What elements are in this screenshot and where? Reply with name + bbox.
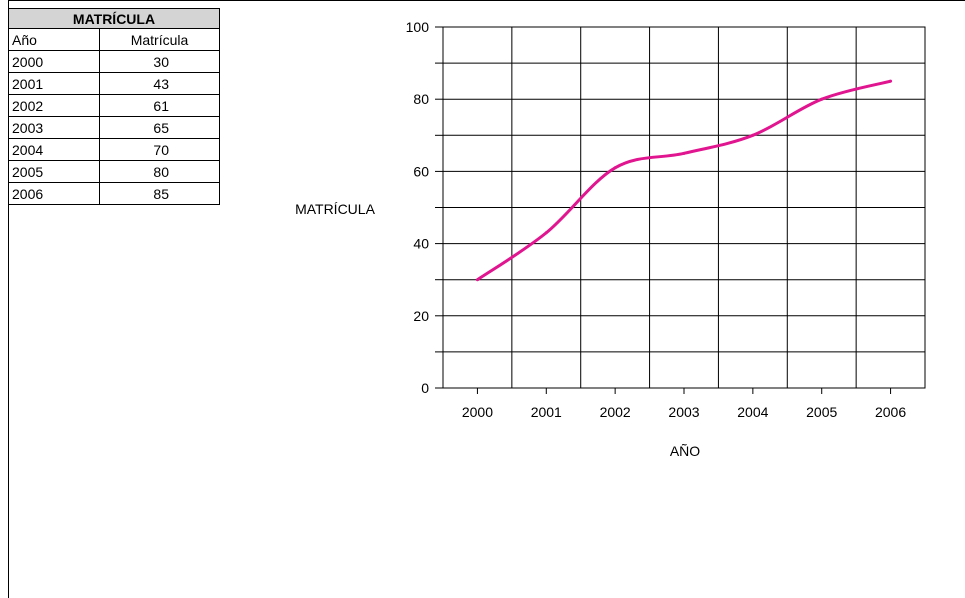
data-point (682, 151, 686, 155)
table-row: 2004 70 (8, 138, 220, 161)
data-table: MATRÍCULA Año Matrícula 2000 30 2001 43 … (8, 8, 220, 205)
table-title: MATRÍCULA (8, 8, 220, 29)
data-point (613, 166, 617, 170)
x-tick-label: 2005 (806, 404, 837, 420)
y-tick-label: 80 (413, 91, 429, 107)
data-point (820, 97, 824, 101)
y-tick-label: 0 (421, 380, 429, 396)
table-row: 2003 65 (8, 116, 220, 139)
x-tick-label: 2004 (737, 404, 768, 420)
y-tick-label: 20 (413, 308, 429, 324)
data-point (475, 278, 479, 282)
value-cell: 61 (99, 94, 220, 117)
year-cell: 2002 (8, 94, 100, 117)
chart-series (475, 79, 893, 282)
series-line (476, 79, 891, 281)
x-tick-label: 2006 (875, 404, 906, 420)
y-tick-label: 40 (413, 236, 429, 252)
x-tick-label: 2001 (531, 404, 562, 420)
y-axis-label: MATRÍCULA (295, 201, 376, 217)
x-tick-label: 2002 (600, 404, 631, 420)
data-point (751, 133, 755, 137)
chart-grid (442, 26, 926, 389)
x-tick-label: 2000 (462, 404, 493, 420)
value-cell: 65 (99, 116, 220, 139)
table-row: 2001 43 (8, 72, 220, 95)
x-tick-label: 2003 (668, 404, 699, 420)
y-tick-label: 100 (406, 19, 430, 35)
year-cell: 2006 (8, 182, 100, 205)
year-cell: 2000 (8, 50, 100, 73)
y-tick-label: 60 (413, 163, 429, 179)
data-point (889, 79, 893, 83)
x-axis-label: AÑO (670, 443, 700, 459)
year-cell: 2004 (8, 138, 100, 161)
table-row: 2005 80 (8, 160, 220, 183)
table-row: 2006 85 (8, 182, 220, 205)
data-point (544, 231, 548, 235)
value-cell: 85 (99, 182, 220, 205)
page-frame (8, 0, 965, 598)
chart-axes: 0 20 40 60 80 100 2000 2001 2002 2003 2004 2005 2006 (406, 19, 907, 420)
table-row: 2002 61 (8, 94, 220, 117)
